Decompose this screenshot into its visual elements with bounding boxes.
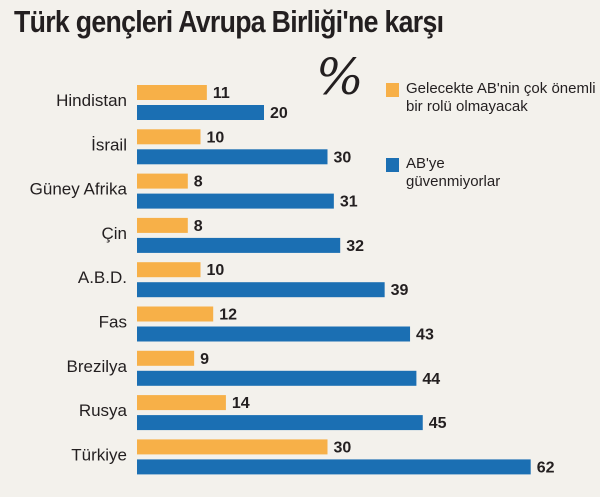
data-label-blue: 44 xyxy=(422,371,440,388)
data-label-blue: 43 xyxy=(416,327,434,344)
legend-label-blue: AB'ye güvenmiyorlar xyxy=(406,155,501,190)
data-label-blue: 31 xyxy=(340,194,358,211)
data-label-orange: 8 xyxy=(194,218,203,235)
bar-blue xyxy=(137,326,411,342)
data-label-orange: 8 xyxy=(194,174,203,191)
legend-swatch-orange xyxy=(386,83,399,97)
percent-symbol: % xyxy=(316,48,364,106)
category-label: Hindistan xyxy=(56,91,127,110)
data-label-orange: 30 xyxy=(334,439,352,456)
data-label-blue: 45 xyxy=(429,415,447,432)
category-label: Türkiye xyxy=(71,445,127,464)
bar-orange xyxy=(137,262,201,278)
category-label: Rusya xyxy=(79,401,128,420)
bar-blue xyxy=(137,459,531,475)
data-label-orange: 9 xyxy=(200,351,209,368)
category-label: Güney Afrika xyxy=(30,180,128,199)
bar-blue xyxy=(137,415,423,431)
bar-blue xyxy=(137,237,341,253)
bar-blue xyxy=(137,105,264,120)
category-label: Çin xyxy=(101,224,127,243)
category-label: İsrail xyxy=(91,135,127,154)
data-label-orange: 11 xyxy=(213,85,230,102)
data-label-orange: 12 xyxy=(219,307,237,324)
data-label-blue: 32 xyxy=(346,238,364,255)
category-label: A.B.D. xyxy=(78,268,127,287)
data-label-blue: 30 xyxy=(334,149,352,166)
bar-blue xyxy=(137,282,385,298)
bar-blue xyxy=(137,370,417,386)
data-label-orange: 10 xyxy=(207,129,225,146)
bar-orange xyxy=(137,306,214,322)
data-label-orange: 10 xyxy=(207,262,225,279)
category-label: Fas xyxy=(99,313,127,332)
bar-orange xyxy=(137,395,226,411)
data-label-blue: 20 xyxy=(270,105,288,122)
bar-orange xyxy=(137,129,201,145)
legend-label-orange: Gelecekte AB'nin çok önemli bir rolü olm… xyxy=(406,80,596,115)
bar-orange xyxy=(137,173,188,189)
bar-orange xyxy=(137,439,328,455)
legend-swatch-blue xyxy=(386,158,399,172)
bar-blue xyxy=(137,193,334,209)
category-label: Brezilya xyxy=(67,357,128,376)
bar-orange xyxy=(137,85,207,100)
data-label-blue: 39 xyxy=(391,282,409,299)
data-label-blue: 62 xyxy=(537,459,555,476)
bar-orange xyxy=(137,217,188,233)
data-label-orange: 14 xyxy=(232,395,250,412)
bar-orange xyxy=(137,350,195,366)
chart-title: Türk gençleri Avrupa Birliği'ne karşı xyxy=(14,4,444,39)
bar-blue xyxy=(137,149,328,165)
